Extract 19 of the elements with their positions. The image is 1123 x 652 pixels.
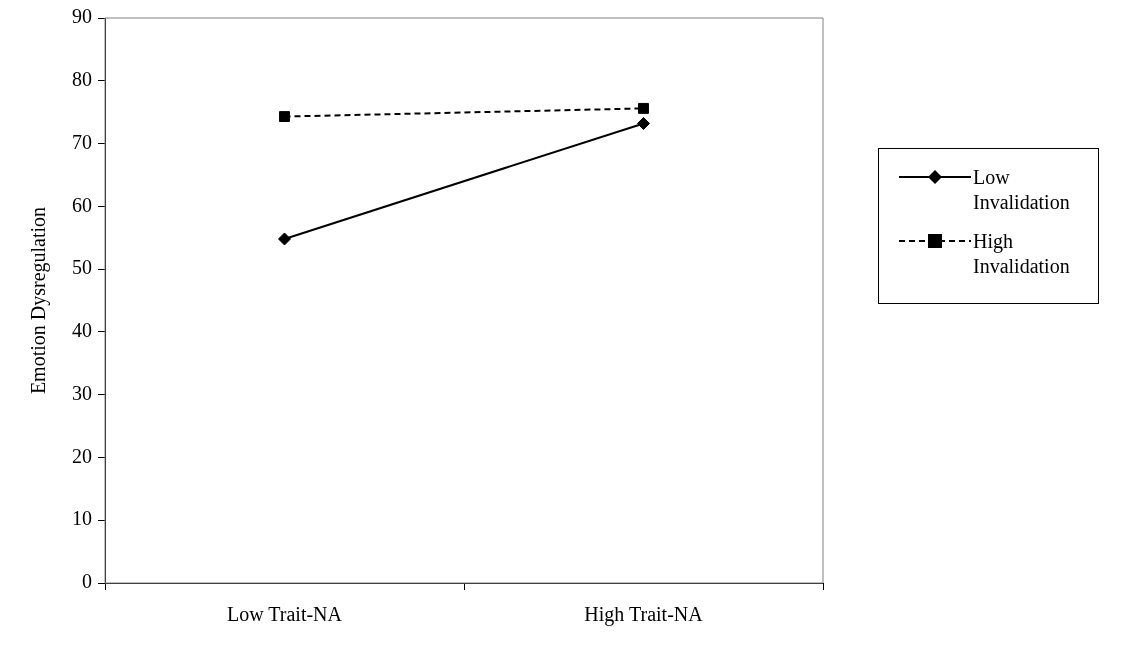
point [638,102,649,114]
point [637,116,650,130]
legend-label: High Invalidation [973,228,1071,279]
y-tick-label: 60 [72,193,92,216]
y-tick-label: 70 [72,130,92,153]
point [279,111,290,123]
y-tick-label: 30 [72,381,92,404]
x-tick-label: High Trait-NA [584,603,704,627]
y-tick-label: 40 [72,319,92,342]
point [278,232,291,246]
y-tick-label: 50 [72,256,92,279]
y-tick-label: 80 [72,68,92,91]
y-axis-title: Emotion Dysregulation [27,206,51,395]
y-tick-label: 90 [72,5,92,28]
legend-label: Low Invalidation [973,164,1071,215]
y-tick-label: 0 [82,570,92,593]
y-tick-label: 10 [72,507,92,530]
y-tick-label: 20 [72,444,92,467]
x-tick-label: Low Trait-NA [226,603,343,626]
